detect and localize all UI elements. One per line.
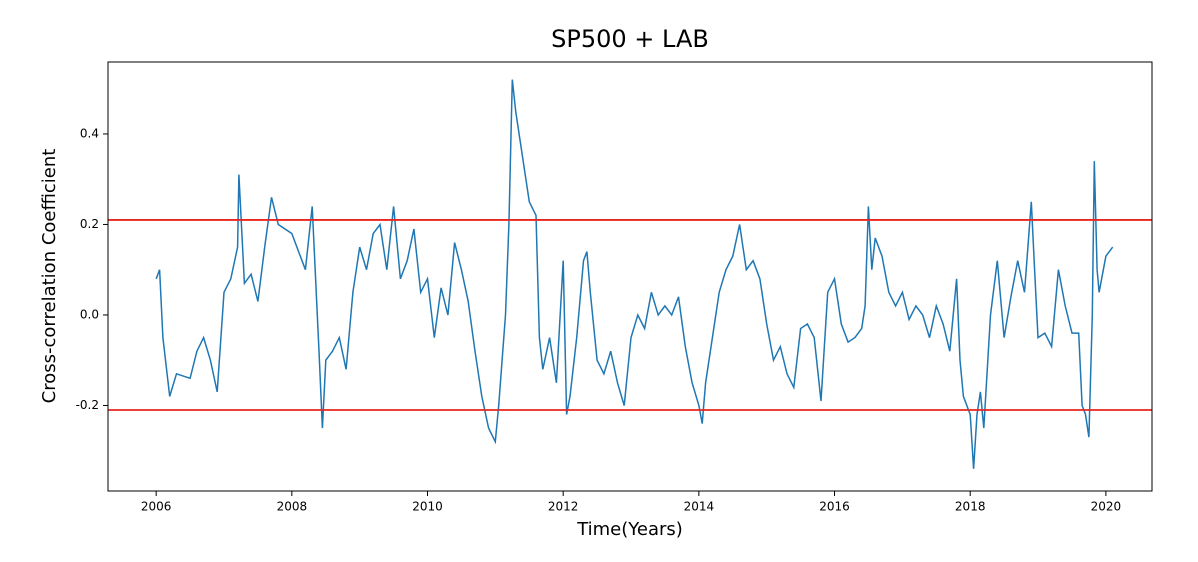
- y-tick-label: -0.2: [76, 398, 99, 412]
- x-tick-label: 2012: [548, 500, 579, 514]
- chart-title: SP500 + LAB: [551, 25, 709, 53]
- x-tick-label: 2006: [141, 500, 172, 514]
- x-tick-label: 2018: [955, 500, 986, 514]
- x-tick-label: 2016: [819, 500, 850, 514]
- y-tick-label: 0.2: [80, 217, 99, 231]
- x-tick-label: 2014: [684, 500, 715, 514]
- y-tick-label: 0.0: [80, 307, 99, 321]
- plot-frame: [107, 61, 1153, 492]
- x-tick-label: 2020: [1091, 500, 1122, 514]
- data-line: [155, 79, 1114, 469]
- x-tick-label: 2008: [277, 500, 308, 514]
- y-axis-label: Cross-correlation Coefficient: [39, 149, 60, 404]
- y-tick-label: 0.4: [80, 126, 99, 140]
- x-tick-label: 2010: [412, 500, 443, 514]
- x-axis-label: Time(Years): [576, 519, 683, 540]
